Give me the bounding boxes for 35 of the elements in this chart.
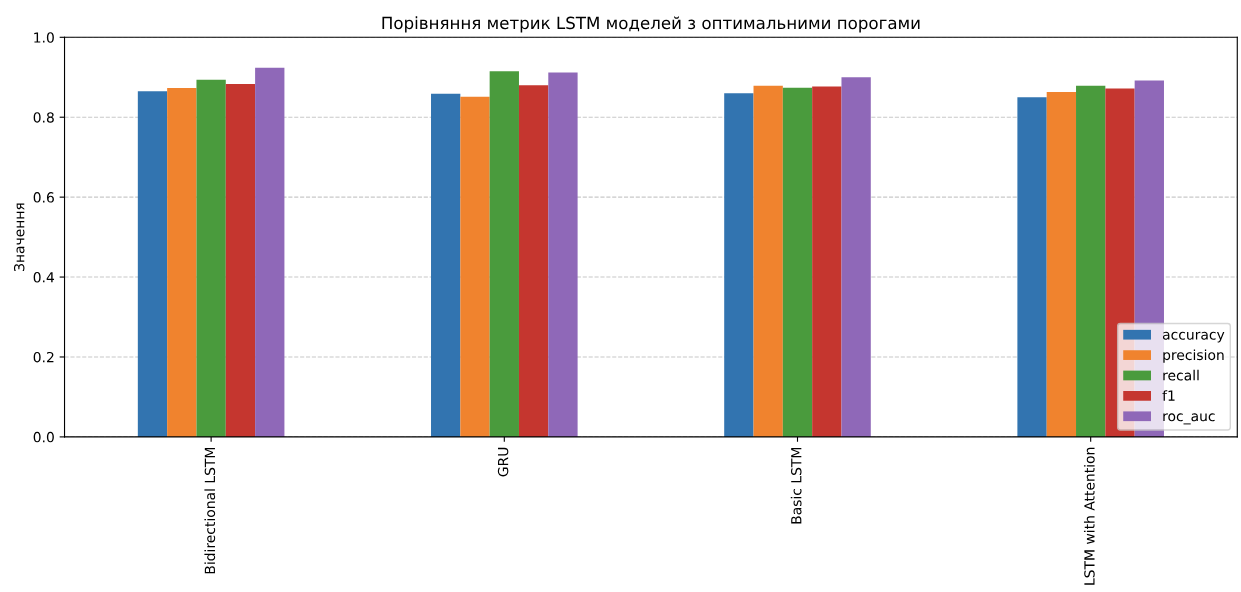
bar — [1076, 85, 1106, 437]
bar — [196, 79, 226, 437]
y-tick-label: 0.0 — [33, 431, 54, 443]
bar — [137, 91, 168, 437]
legend-label: roc_auc — [1163, 413, 1215, 425]
bar — [841, 77, 871, 437]
chart-title: Порівняння метрик LSTM моделей з оптимальними порогами — [382, 16, 920, 33]
bar — [431, 93, 461, 437]
legend-label: f1 — [1162, 390, 1175, 401]
bar — [724, 93, 754, 437]
bar — [812, 86, 842, 437]
y-tick-label: 0.4 — [33, 272, 55, 283]
x-tick-label: GRU — [497, 447, 509, 477]
legend-label: precision — [1163, 349, 1224, 363]
x-tick-label: LSTM with Attention — [1083, 447, 1095, 585]
bar — [782, 87, 813, 437]
y-axis-title: Значення — [13, 203, 25, 272]
x-tick-label: Bidirectional LSTM — [204, 447, 216, 574]
bar — [255, 67, 285, 437]
y-tick-label: 0.6 — [33, 192, 54, 203]
bar — [167, 88, 197, 437]
legend-label: recall — [1163, 369, 1199, 381]
legend-label: accuracy — [1162, 331, 1225, 343]
bar — [460, 96, 490, 437]
y-tick-label: 1.0 — [34, 32, 54, 43]
x-tick-label: Basic LSTM — [790, 447, 802, 524]
bar — [753, 85, 783, 437]
bar — [225, 84, 256, 437]
bar — [518, 85, 549, 437]
bar — [1046, 92, 1077, 437]
bar — [1017, 97, 1047, 437]
bar — [489, 71, 519, 437]
y-tick-label: 0.2 — [33, 351, 54, 363]
bar — [548, 72, 578, 437]
y-tick-label: 0.8 — [33, 112, 54, 123]
